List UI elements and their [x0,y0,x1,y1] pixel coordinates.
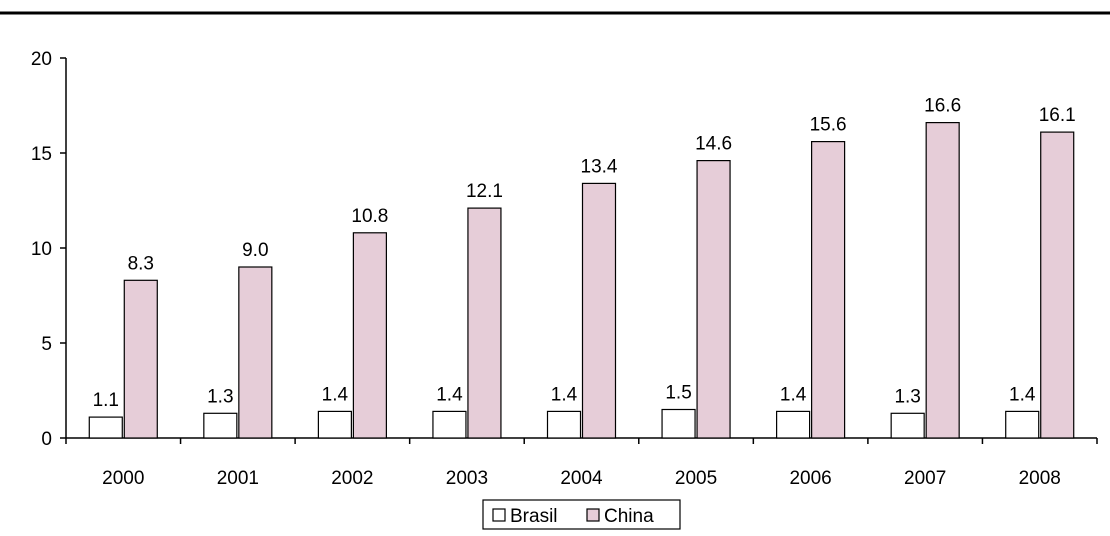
bar-china [811,141,846,439]
data-label-brasil: 1.4 [780,384,807,405]
data-label-china: 12.1 [466,181,503,202]
data-label-brasil: 1.4 [1009,384,1036,405]
bar-brasil [661,408,696,439]
bar-china [238,266,273,439]
x-tick-label: 2001 [217,468,259,489]
data-label-brasil: 1.4 [436,384,463,405]
bar-china [925,121,960,439]
bar-brasil [317,410,352,439]
data-label-china: 8.3 [128,253,154,274]
legend-box [482,499,681,530]
data-label-china: 14.6 [695,134,732,155]
x-tick-label: 2006 [789,468,831,489]
x-tick-label: 2000 [102,468,144,489]
bar-brasil [1005,410,1040,439]
x-tick-label: 2003 [446,468,488,489]
y-tick-label: 20 [31,49,52,70]
x-tick-label: 2007 [904,468,946,489]
legend-label-china: China [604,506,654,527]
x-tick-label: 2002 [331,468,373,489]
data-label-china: 10.8 [351,206,388,227]
x-tick-label: 2004 [560,468,603,489]
bar-brasil [88,416,123,439]
data-label-china: 9.0 [242,240,268,261]
data-label-brasil: 1.4 [551,384,578,405]
data-label-brasil: 1.3 [207,386,233,407]
bar-china [581,182,617,439]
y-tick-label: 15 [31,144,52,165]
data-label-china: 15.6 [810,115,847,136]
bar-china [1040,131,1075,439]
bar-china [696,160,731,439]
data-label-china: 13.4 [581,156,618,177]
legend-swatch-china [586,508,600,522]
y-tick-label: 10 [31,239,52,260]
data-label-china: 16.1 [1039,105,1076,126]
legend-swatch-brasil [492,508,506,522]
bar-brasil [776,410,811,439]
bar-brasil [432,410,467,439]
y-tick-label: 0 [41,429,52,450]
data-label-china: 16.6 [924,96,961,117]
x-tick-label: 2005 [675,468,717,489]
bar-china [467,207,502,439]
bar-china [352,232,387,439]
data-label-brasil: 1.3 [894,386,920,407]
bar-brasil [890,412,925,439]
bar-china [123,279,158,439]
y-tick-label: 5 [41,334,52,355]
x-tick-label: 2008 [1019,468,1061,489]
data-label-brasil: 1.1 [93,390,119,411]
bar-brasil [203,412,238,439]
data-label-brasil: 1.5 [665,383,691,404]
legend-label-brasil: Brasil [510,506,558,527]
bar-brasil [546,410,582,439]
data-label-brasil: 1.4 [322,384,349,405]
